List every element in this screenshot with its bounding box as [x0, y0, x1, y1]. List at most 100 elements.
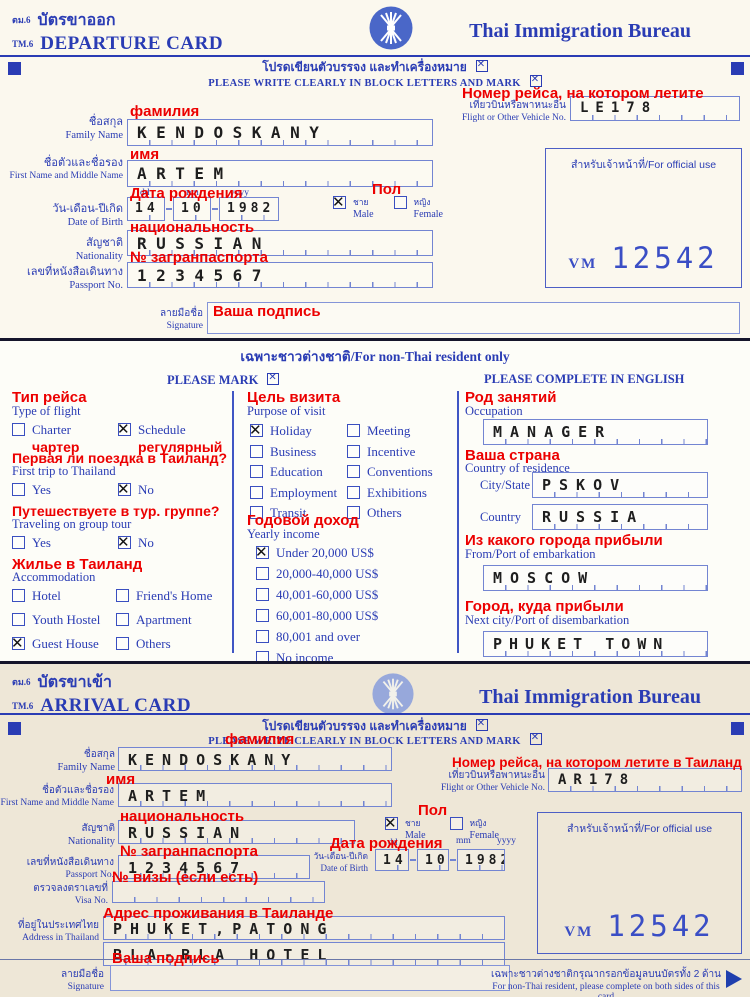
passport-value: 1234567	[137, 266, 271, 285]
annotation-type-of-flight: Тип рейса	[12, 389, 87, 406]
checkbox-transit[interactable]	[250, 506, 263, 519]
checkbox-yes[interactable]	[12, 483, 25, 496]
option-schedule[interactable]: Schedule регулярный	[117, 420, 228, 455]
dob-mm-field[interactable]: 10	[417, 849, 449, 871]
option-others[interactable]: Others	[347, 505, 457, 521]
option-business[interactable]: Business	[250, 444, 347, 460]
option-transit[interactable]: Transit	[250, 505, 347, 521]
dob-mm-field[interactable]: 10	[173, 197, 211, 221]
option-others[interactable]: Others	[116, 636, 228, 652]
checkbox-hotel[interactable]	[12, 589, 25, 602]
option-yes[interactable]: Yes	[12, 482, 118, 498]
family-name-field[interactable]: KENDOSKANY	[118, 747, 392, 771]
annotation-first-trip: Первая ли поездка в Таиланд?	[12, 450, 228, 466]
checkbox-meeting[interactable]	[347, 424, 360, 437]
occupation-label: Occupation	[465, 404, 523, 418]
option-exhibitions[interactable]: Exhibitions	[347, 485, 457, 501]
checkbox-apartment[interactable]	[116, 613, 129, 626]
departure-card: ตม.6 บัตรขาออก TM.6 DEPARTURE CARD Thai Im…	[0, 0, 750, 338]
checkbox-20-000-40-000-us[interactable]	[256, 567, 269, 580]
passport-field[interactable]: 1234567	[127, 262, 433, 288]
signature-field[interactable]	[207, 302, 740, 334]
checkbox-80-001-and-over[interactable]	[256, 630, 269, 643]
checkbox-holiday[interactable]	[249, 421, 263, 439]
family-name-field[interactable]: KENDOSKANY	[127, 119, 433, 146]
option-no[interactable]: No	[117, 533, 228, 551]
checkbox-others[interactable]	[116, 637, 129, 650]
option-male[interactable]: ชาย Male	[332, 193, 374, 220]
fold-line	[0, 959, 750, 960]
option-friend-s-home[interactable]: Friend's Home	[116, 588, 228, 604]
nationality-field[interactable]: RUSSIAN	[118, 820, 355, 844]
option-no[interactable]: No	[117, 480, 228, 498]
checkbox-youth-hostel[interactable]	[12, 613, 25, 626]
option-holiday[interactable]: Holiday	[249, 421, 347, 439]
disembarkation-label: Next city/Port of disembarkation	[465, 613, 630, 627]
checkbox-female[interactable]	[393, 196, 407, 209]
first-name-field[interactable]: ARTEM	[118, 783, 392, 807]
checkbox-education[interactable]	[250, 465, 263, 478]
checkbox-business[interactable]	[250, 444, 263, 458]
option-40-001-60-000-us[interactable]: 40,001-60,000 US$	[256, 587, 446, 603]
checkbox-60-001-80-000-us[interactable]	[256, 609, 269, 622]
checkbox-no[interactable]	[117, 480, 131, 498]
flight-field[interactable]: LE178	[570, 96, 740, 121]
option-conventions[interactable]: Conventions	[347, 464, 457, 480]
option-under-20-000-us[interactable]: Under 20,000 US$	[255, 543, 446, 561]
option-80-001-and-over[interactable]: 80,001 and over	[256, 629, 446, 645]
checkbox-no[interactable]	[117, 533, 131, 551]
visa-field[interactable]	[112, 881, 325, 903]
checkbox-employment[interactable]	[250, 485, 263, 499]
dob-dd-field[interactable]: 14	[375, 849, 409, 871]
arrival-card-heading: ตม.6 บัตรขาเข้า TM.6 ARRIVAL CARD	[12, 670, 191, 717]
checkbox-yes[interactable]	[12, 536, 25, 549]
option-employment[interactable]: Employment	[250, 485, 347, 501]
occupation-field[interactable]: MANAGER	[483, 419, 708, 445]
option-label: No	[138, 535, 154, 550]
first-name-field[interactable]: ARTEM	[127, 160, 433, 187]
dob-label: วัน-เดือน-ปีเกิด Date of Birth	[313, 851, 368, 873]
option-guest-house[interactable]: Guest House	[11, 634, 116, 652]
checkbox-under-20-000-us[interactable]	[255, 543, 269, 561]
option-meeting[interactable]: Meeting	[347, 423, 457, 439]
dob-dd-field[interactable]: 14	[127, 197, 165, 221]
option-60-001-80-000-us[interactable]: 60,001-80,000 US$	[256, 608, 446, 624]
flight-field[interactable]: AR178	[548, 768, 742, 792]
embarkation-field[interactable]: MOSCOW	[483, 565, 708, 591]
checkbox-guest-house[interactable]	[11, 634, 25, 652]
nationality-field[interactable]: RUSSIAN	[127, 230, 433, 256]
checkbox-friend-s-home[interactable]	[116, 589, 129, 602]
checkbox-conventions[interactable]	[347, 465, 360, 478]
option-charter[interactable]: Charter чартер	[12, 422, 118, 455]
option-education[interactable]: Education	[250, 464, 347, 480]
checkbox-schedule[interactable]	[117, 420, 131, 438]
checkbox-charter[interactable]	[12, 423, 25, 436]
checkbox-male[interactable]	[332, 193, 346, 211]
checkbox-female[interactable]	[449, 817, 463, 830]
signature-field[interactable]	[110, 965, 510, 991]
option-male[interactable]: ชาย Male	[384, 814, 426, 841]
checkbox-others[interactable]	[347, 506, 360, 519]
checkbox-male[interactable]	[384, 814, 398, 832]
dob-yyyy-field[interactable]: 1982	[219, 197, 279, 221]
option-hotel[interactable]: Hotel	[12, 588, 116, 604]
option-20-000-40-000-us[interactable]: 20,000-40,000 US$	[256, 566, 446, 582]
registration-square	[731, 722, 744, 735]
checkbox-exhibitions[interactable]	[347, 485, 360, 499]
option-female[interactable]: หญิง Female	[393, 195, 443, 220]
dob-yyyy-field[interactable]: 1982	[457, 849, 505, 871]
option-youth-hostel[interactable]: Youth Hostel	[12, 612, 116, 628]
form-code-en: TM.6	[12, 701, 34, 711]
checkbox-incentive[interactable]	[347, 444, 360, 458]
option-apartment[interactable]: Apartment	[116, 612, 228, 628]
city-state-field[interactable]: PSKOV	[532, 472, 708, 498]
option-female[interactable]: หญิง Female	[449, 816, 499, 841]
country-field[interactable]: RUSSIA	[532, 504, 708, 530]
passport-field[interactable]: 1234567	[118, 855, 310, 879]
option-incentive[interactable]: Incentive	[347, 444, 457, 460]
checkbox-40-001-60-000-us[interactable]	[256, 588, 269, 601]
disembarkation-field[interactable]: PHUKET TOWN	[483, 631, 708, 657]
address-line1-field[interactable]: PHUKET,PATONG	[103, 916, 505, 940]
option-yes[interactable]: Yes	[12, 535, 118, 551]
address-line2-field[interactable]: BLA-BLA HOTEL	[103, 942, 505, 966]
